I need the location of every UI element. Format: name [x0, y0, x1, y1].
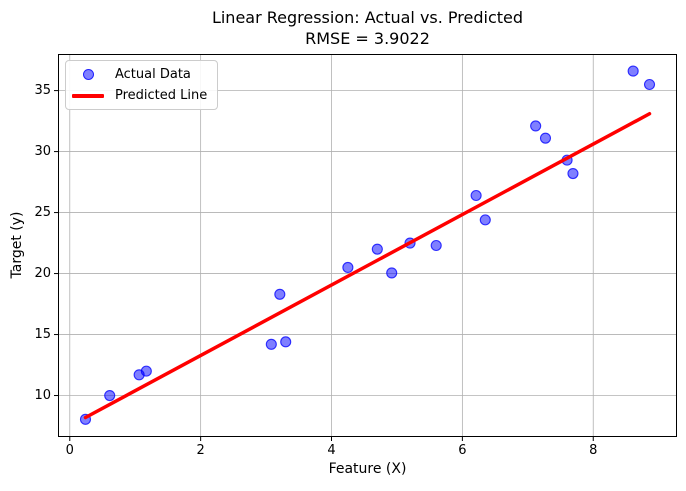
x-tick-label: 4 [327, 443, 336, 458]
scatter-point [567, 167, 579, 180]
x-axis-label: Feature (X) [328, 461, 407, 477]
scatter-point [265, 338, 277, 350]
regression-line [83, 112, 652, 420]
x-tick-label: 2 [196, 443, 205, 458]
legend-label: Predicted Line [115, 88, 208, 103]
legend-marker-cell [70, 69, 106, 80]
x-tick-label: 6 [458, 443, 467, 458]
legend-label: Actual Data [115, 67, 191, 82]
legend-marker-cell [70, 93, 106, 98]
scatter-point [627, 65, 639, 77]
x-tick-label: 0 [65, 443, 74, 458]
legend-item-actual-data: Actual Data [70, 66, 207, 83]
axes-spines [58, 54, 677, 437]
y-axis-label: Target (y) [9, 211, 25, 279]
y-tick-label: 20 [34, 265, 51, 281]
scatter-point [371, 243, 383, 255]
scatter-point [274, 288, 286, 300]
scatter-point [470, 189, 482, 202]
legend: Actual Data Predicted Line [65, 60, 219, 110]
y-tick-label: 15 [34, 326, 51, 342]
scatter-point [280, 336, 292, 348]
scatter-point [140, 365, 152, 377]
y-tick-label: 30 [34, 143, 51, 159]
scatter-point [104, 389, 116, 402]
scatter-point [386, 267, 398, 279]
scatter-point [539, 132, 552, 144]
line-segment-icon [72, 93, 104, 98]
scatter-point [530, 120, 542, 132]
scatter-point [430, 239, 442, 252]
scatter-point [342, 261, 354, 274]
plot-area: Actual Data Predicted Line 0 2 4 6 8 10 15 20 25… [34, 54, 677, 458]
plot-canvas [54, 54, 677, 441]
y-tick-label: 25 [34, 204, 51, 220]
scatter-point [479, 214, 491, 226]
scatter-dot-icon [82, 69, 94, 80]
y-tick-label: 35 [34, 82, 51, 98]
scatter-point [643, 78, 656, 91]
chart-title-block: Linear Regression: Actual vs. Predicted … [58, 7, 677, 49]
legend-item-predicted-line: Predicted Line [70, 87, 207, 104]
chart-title: Linear Regression: Actual vs. Predicted [211, 8, 524, 27]
x-tick-label: 8 [589, 443, 598, 458]
y-tick-label: 10 [34, 387, 51, 403]
chart-subtitle: RMSE = 3.9022 [305, 29, 430, 48]
